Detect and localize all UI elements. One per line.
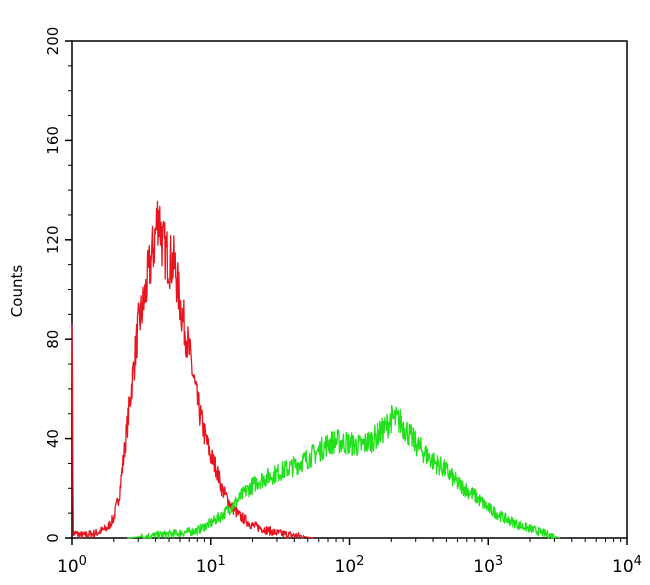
x-tick-label: 102 xyxy=(335,554,365,577)
x-tick-label: 103 xyxy=(473,554,503,577)
y-tick-label: 160 xyxy=(44,126,62,155)
x-tick-label: 100 xyxy=(57,554,87,577)
series-line-2 xyxy=(127,404,561,539)
x-tick-label: 101 xyxy=(196,554,226,577)
y-axis-label: Counts xyxy=(8,265,26,318)
x-tick-label: 104 xyxy=(612,554,642,577)
y-tick-label: 40 xyxy=(44,429,62,448)
y-tick-label: 200 xyxy=(44,27,62,56)
axis-layer: 100 101 102 103 104 0 40 80 120 160 200 xyxy=(44,27,642,577)
plot-frame xyxy=(71,40,628,539)
y-tick-label: 80 xyxy=(44,330,62,349)
series-line-1 xyxy=(71,200,314,539)
y-tick-label: 0 xyxy=(44,533,62,543)
y-tick-label: 120 xyxy=(44,225,62,254)
series-layer xyxy=(71,200,561,539)
